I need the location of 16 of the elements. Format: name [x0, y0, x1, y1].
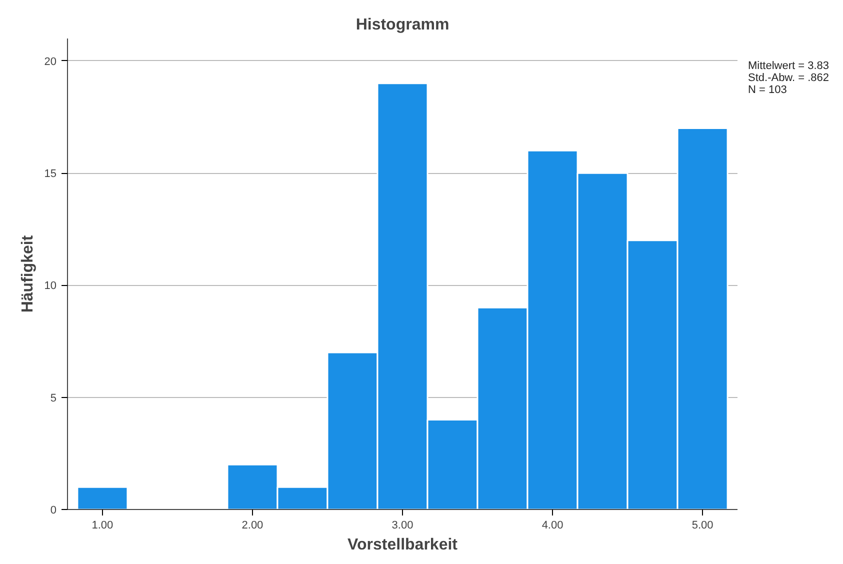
- chart-title: Histogramm: [356, 16, 450, 34]
- x-tick-label: 4.00: [542, 520, 564, 532]
- y-tick-label: 5: [50, 392, 57, 404]
- y-tick-label: 10: [44, 280, 57, 292]
- x-tick-label: 5.00: [692, 520, 714, 532]
- x-tick-label: 2.00: [242, 520, 264, 532]
- x-tick-label: 3.00: [392, 520, 414, 532]
- y-tick-label: 20: [44, 56, 57, 68]
- y-axis-title: Häufigkeit: [19, 234, 36, 313]
- y-tick-label: 15: [44, 168, 57, 180]
- text: N = 103: [748, 84, 787, 96]
- y-tick-label: 0: [50, 504, 57, 516]
- text: Std.-Abw. = .862: [748, 72, 830, 84]
- x-axis-title: Vorstellbarkeit: [348, 536, 458, 554]
- x-tick-label: 1.00: [92, 520, 114, 532]
- text: Mittelwert = 3.83: [748, 60, 830, 72]
